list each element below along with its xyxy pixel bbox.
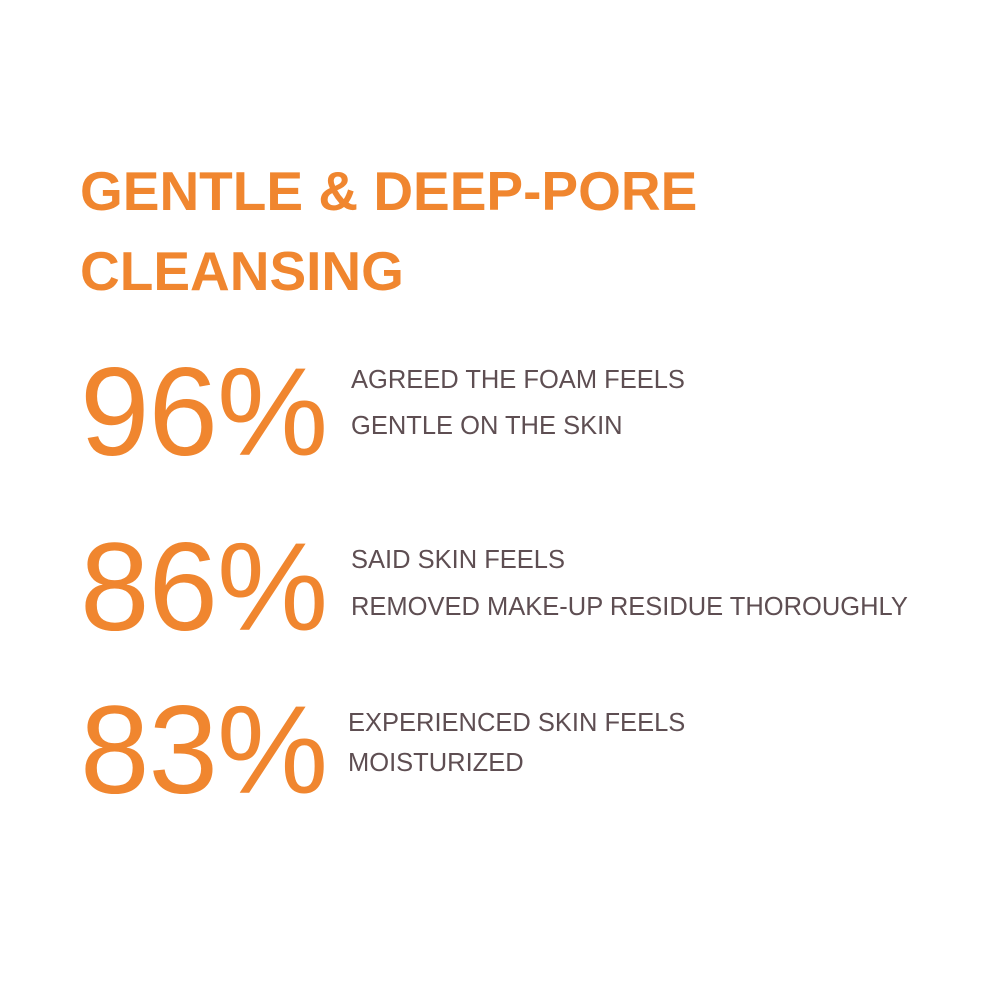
stat-text-line: SAID SKIN FEELS: [351, 546, 565, 574]
stat-value: 96%: [80, 343, 328, 482]
title-line-2: CLEANSING: [80, 240, 404, 302]
stat-text-line: REMOVED MAKE-UP RESIDUE THOROUGHLY: [351, 593, 908, 621]
stat-text-line: EXPERIENCED SKIN FEELS: [348, 709, 686, 737]
stat-value: 83%: [80, 681, 328, 820]
title-line-1: GENTLE & DEEP-PORE: [80, 160, 698, 222]
stat-value: 86%: [80, 518, 328, 657]
stat-text-line: MOISTURIZED: [348, 749, 524, 777]
stat-text-line: GENTLE ON THE SKIN: [351, 412, 623, 440]
stat-text-line: AGREED THE FOAM FEELS: [351, 366, 685, 394]
